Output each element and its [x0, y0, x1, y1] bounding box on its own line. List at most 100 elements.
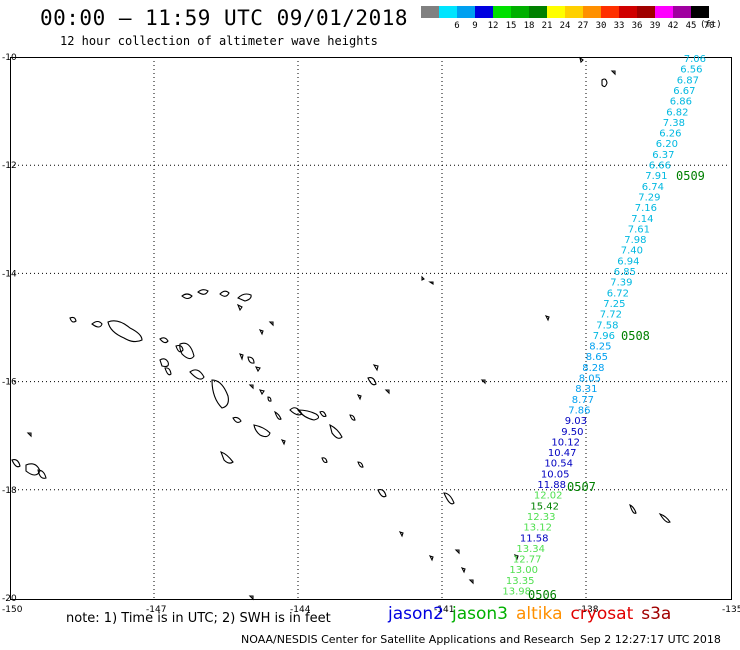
color-scale-label: 36 [631, 21, 643, 31]
wave-height-value: 13.12 [523, 523, 552, 534]
island [421, 275, 425, 281]
wave-height-value: 6.20 [656, 139, 678, 150]
pass-time-label: 0506 [528, 588, 557, 602]
color-swatch [511, 6, 529, 18]
island [159, 337, 169, 344]
color-swatch [619, 6, 637, 18]
island [428, 281, 434, 286]
wave-height-value: 6.66 [649, 161, 671, 172]
pass-time-label: 0509 [676, 169, 705, 183]
color-scale-label: 6 [454, 21, 460, 31]
island [468, 579, 474, 585]
island [25, 463, 41, 476]
lat-tick-label: -12 [2, 161, 17, 171]
color-swatch [583, 6, 601, 18]
color-scale-label: 15 [505, 21, 517, 31]
color-scale-label: 30 [595, 21, 607, 31]
lat-tick-label: -20 [2, 594, 17, 604]
time-labels: 0509 0508 0507 0506 [528, 169, 705, 602]
map-frame [10, 57, 732, 600]
wave-height-value: 6.85 [614, 267, 636, 278]
island [329, 423, 343, 439]
island [480, 379, 486, 385]
island [384, 389, 390, 395]
island [267, 396, 272, 402]
island [349, 414, 356, 421]
color-swatch [673, 6, 691, 18]
wave-height-value: 7.98 [624, 235, 646, 246]
wave-height-value: 7.96 [593, 331, 615, 342]
island [164, 367, 172, 376]
map-grid [10, 57, 730, 598]
wave-height-value: 12.33 [527, 512, 556, 523]
island [321, 457, 328, 464]
color-scale-label: 21 [541, 21, 553, 31]
island [629, 503, 637, 514]
island [356, 394, 362, 401]
color-scale-unit: (ft) [700, 20, 722, 30]
island [254, 366, 261, 373]
coastline-islands [11, 56, 671, 601]
lon-tick-label: -150 [2, 605, 23, 615]
color-swatch [439, 6, 457, 18]
island [601, 78, 608, 88]
island [289, 407, 303, 416]
lat-tick-label: -18 [2, 486, 17, 496]
island [443, 492, 455, 505]
color-scale-label: 27 [577, 21, 589, 31]
lat-tick-label: -10 [2, 53, 17, 63]
island [219, 290, 230, 297]
wave-height-value: 7.40 [621, 246, 643, 257]
wave-height-value: 7.16 [635, 203, 657, 214]
island [220, 451, 234, 464]
color-scale-label: 33 [613, 21, 625, 31]
wave-height-value: 6.67 [673, 86, 695, 97]
wave-height-value: 6.94 [617, 256, 639, 267]
wave-height-value: 7.29 [638, 192, 660, 203]
island [296, 409, 320, 421]
pass-time-label: 0507 [567, 480, 596, 494]
island [274, 410, 282, 420]
island [69, 316, 77, 323]
lon-tick-label: -144 [290, 605, 311, 615]
color-swatch [691, 6, 709, 18]
wave-height-value: 6.72 [607, 288, 629, 299]
island [197, 289, 209, 295]
wave-height-value: 7.06 [684, 54, 706, 65]
wave-height-value: 13.00 [509, 565, 538, 576]
island [268, 321, 274, 327]
color-swatch [493, 6, 511, 18]
island [253, 424, 271, 438]
color-scale-label: 12 [487, 21, 499, 31]
wave-height-value: 13.34 [516, 544, 545, 555]
lon-tick-label: -141 [434, 605, 454, 615]
wave-height-value: 8.05 [579, 374, 601, 385]
satellite-name: s3a [641, 604, 672, 624]
credit-line: NOAA/NESDIS Center for Satellite Applica… [241, 633, 575, 646]
wave-height-value: 6.37 [652, 150, 674, 161]
wave-height-value: 8.65 [586, 352, 608, 363]
axis-labels: -150 -147 -144 -141 -138 -135 -10 -12 -14 -16 -18 -… [2, 53, 740, 615]
page-title: 00:00 – 11:59 UTC 09/01/2018 [40, 6, 409, 30]
wave-height-value: 6.86 [670, 97, 692, 108]
wave-height-value: 12.02 [534, 491, 563, 502]
wave-height-value: 8.25 [589, 342, 611, 353]
island [377, 489, 387, 498]
color-swatch [637, 6, 655, 18]
island [37, 469, 47, 479]
color-swatch [547, 6, 565, 18]
color-scale-label: 42 [667, 21, 679, 31]
island [454, 549, 460, 555]
island [513, 554, 519, 561]
island [107, 320, 143, 343]
wave-height-value: 9.50 [561, 427, 583, 438]
island [236, 303, 243, 312]
island [258, 329, 264, 336]
island [460, 567, 466, 574]
wave-height-value: 12.77 [513, 555, 542, 566]
island [248, 384, 254, 390]
color-scale-label: 24 [559, 21, 571, 31]
island [237, 293, 252, 302]
generated-timestamp: Sep 2 12:27:17 UTC 2018 [580, 633, 721, 646]
